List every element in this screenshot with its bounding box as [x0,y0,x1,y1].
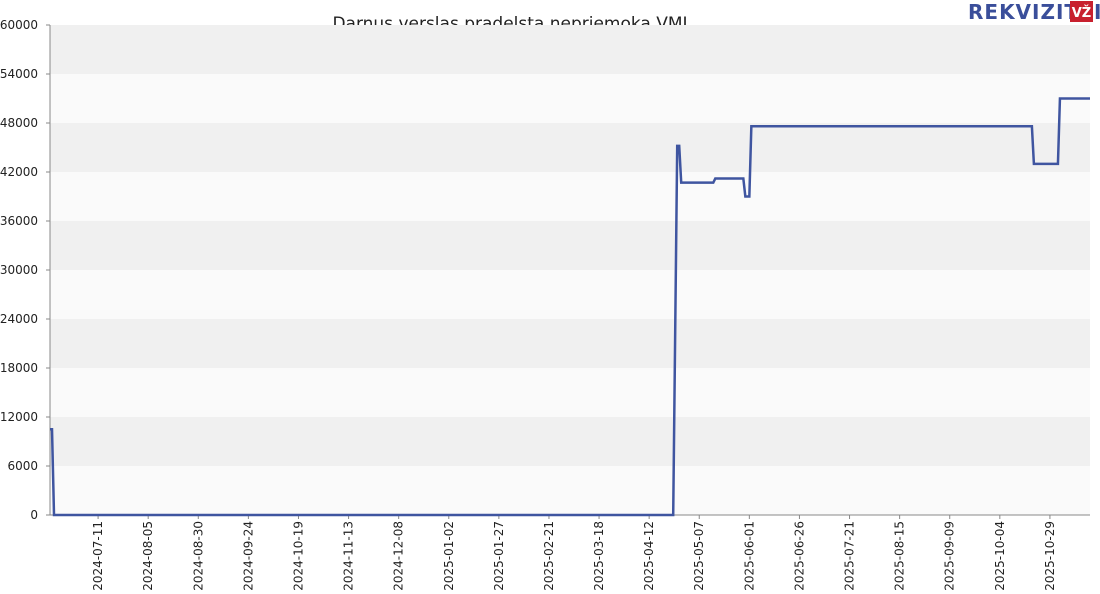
x-tick-label: 2025-09-09 [943,521,957,590]
x-tick-label: 2024-08-30 [191,521,205,590]
grid-band [50,466,1090,515]
x-tick-label: 2025-06-26 [792,521,806,590]
x-tick-label: 2025-03-18 [592,521,606,590]
x-tick-label: 2024-07-11 [91,521,105,590]
x-tick-label: 2025-02-21 [542,521,556,590]
x-tick-label: 2024-10-19 [291,521,305,590]
x-tick-label: 2024-09-24 [241,521,255,590]
x-tick-label: 2025-07-21 [843,521,857,590]
grid-band [50,74,1090,123]
y-tick-label: 36000 [0,214,38,228]
y-tick-label: 42000 [0,165,38,179]
grid-band [50,368,1090,417]
y-tick-label: 60000 [0,18,38,32]
x-tick-label: 2025-10-04 [993,521,1007,590]
grid-band [50,417,1090,466]
x-tick-label: 2025-01-27 [492,521,506,590]
x-tick-label: 2024-11-13 [342,521,356,590]
y-tick-label: 48000 [0,116,38,130]
grid-band [50,25,1090,74]
x-tick-label: 2025-08-15 [893,521,907,590]
logo[interactable]: REKVIZITAI VŽ [968,0,1100,24]
y-tick-label: 18000 [0,361,38,375]
x-tick-label: 2025-10-29 [1043,521,1057,590]
x-tick-label: 2025-01-02 [442,521,456,590]
plot-background [50,25,1090,515]
x-tick-label: 2024-08-05 [141,521,155,590]
grid-band [50,319,1090,368]
grid-band [50,270,1090,319]
logo-badge[interactable]: VŽ [1072,5,1092,21]
x-tick-label: 2024-12-08 [392,521,406,590]
grid-band [50,172,1090,221]
grid-band [50,221,1090,270]
x-tick-label: 2025-06-01 [742,521,756,590]
grid-band [50,123,1090,172]
y-tick-label: 54000 [0,67,38,81]
y-tick-label: 12000 [0,410,38,424]
x-tick-label: 2025-05-07 [692,521,706,590]
x-tick-label: 2025-04-12 [642,521,656,590]
data-line [50,97,1090,517]
y-tick-label: 0 [30,508,38,522]
y-tick-label: 24000 [0,312,38,326]
logo-badge-bg [1070,1,1093,22]
y-tick-label: 6000 [7,459,38,473]
y-tick-label: 30000 [0,263,38,277]
